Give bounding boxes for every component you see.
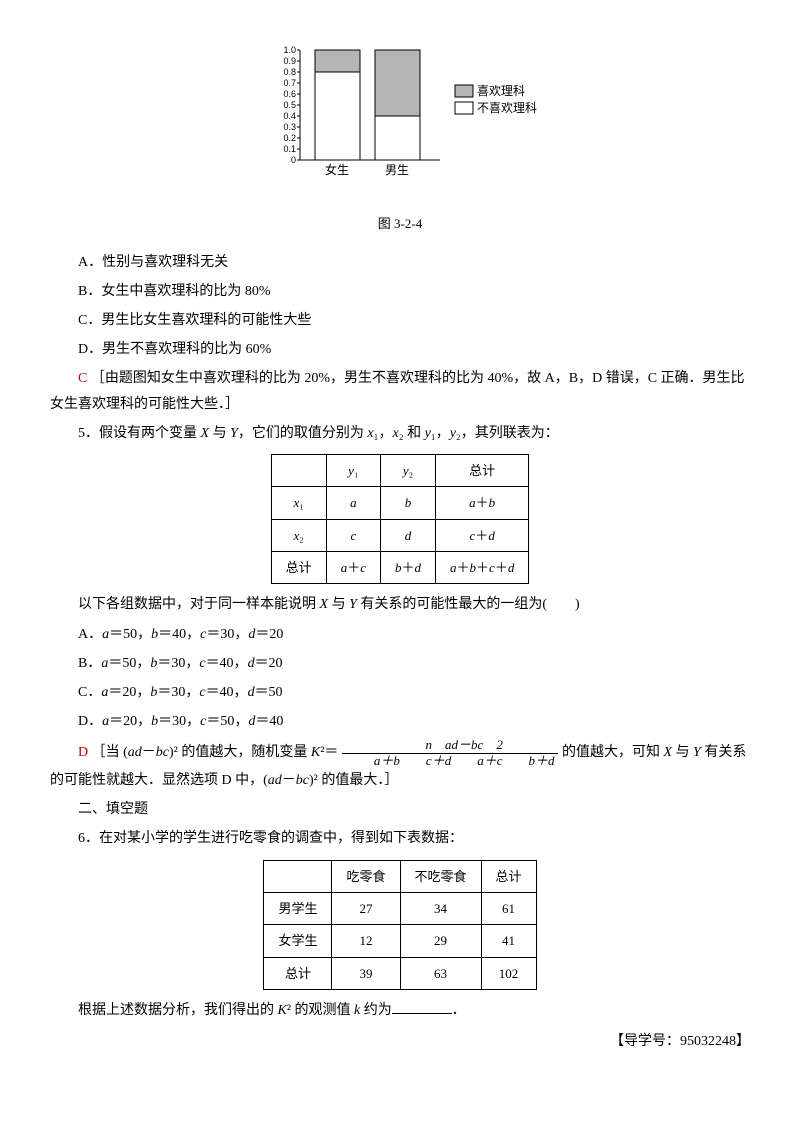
q4-options: A．性别与喜欢理科无关 B．女生中喜欢理科的比为 80% C．男生比女生喜欢理科… bbox=[50, 250, 750, 363]
svg-text:0: 0 bbox=[291, 155, 296, 165]
legend-like: 喜欢理科 bbox=[477, 83, 525, 98]
q6-th-3: 总计 bbox=[481, 860, 536, 892]
q5-r2c2: d bbox=[380, 519, 435, 551]
svg-text:0.9: 0.9 bbox=[283, 56, 296, 66]
q4-opt-b: B．女生中喜欢理科的比为 80% bbox=[50, 279, 750, 304]
q5-formula-den: a＋b c＋d a＋c b＋d bbox=[342, 754, 559, 768]
q5-stem: 5．假设有两个变量 X 与 Y，它们的取值分别为 x₁，x₂ 和 y₁，y₂，其… bbox=[50, 421, 750, 446]
q6-r3c2: 63 bbox=[400, 957, 481, 989]
q6-stem: 6．在对某小学的学生进行吃零食的调查中，得到如下表数据： bbox=[50, 826, 750, 851]
q6-r1c3: 61 bbox=[481, 892, 536, 924]
q5-opt-b: B．a＝50，b＝30，c＝40，d＝20 bbox=[50, 651, 750, 676]
q6-r1c1: 27 bbox=[332, 892, 400, 924]
q6-r2c0: 女学生 bbox=[264, 925, 332, 957]
q6-r2c3: 41 bbox=[481, 925, 536, 957]
legend-notlike: 不喜欢理科 bbox=[477, 100, 537, 115]
q5-r1c2: b bbox=[380, 487, 435, 519]
stacked-bar-chart: 0 0.1 0.2 0.3 0.4 0.5 0.6 0.7 0.8 0.9 1.… bbox=[260, 40, 540, 190]
svg-text:0.3: 0.3 bbox=[283, 122, 296, 132]
q5-th-3: 总计 bbox=[436, 454, 529, 486]
x-label-2: 男生 bbox=[385, 163, 409, 177]
q5-formula: n ad－bc 2 a＋b c＋d a＋c b＋d bbox=[342, 738, 559, 768]
chart-caption: 图 3-2-4 bbox=[50, 212, 750, 235]
blank-underline bbox=[392, 999, 452, 1014]
q5-explain: D ［当 (ad－bc)² 的值越大，随机变量 K²＝ n ad－bc 2 a＋… bbox=[50, 738, 750, 793]
chart-figure: 0 0.1 0.2 0.3 0.4 0.5 0.6 0.7 0.8 0.9 1.… bbox=[50, 40, 750, 199]
q5-opt-a: A．a＝50，b＝40，c＝30，d＝20 bbox=[50, 622, 750, 647]
q5-r1c3: a＋b bbox=[436, 487, 529, 519]
q5-r3c0: 总计 bbox=[271, 552, 326, 584]
svg-text:0.2: 0.2 bbox=[283, 133, 296, 143]
q5-answer-letter: D bbox=[78, 745, 88, 760]
q4-opt-d: D．男生不喜欢理科的比为 60% bbox=[50, 337, 750, 362]
q6-tail: 根据上述数据分析，我们得出的 K² 的观测值 k 约为 ． bbox=[50, 998, 750, 1023]
q6-r2c2: 29 bbox=[400, 925, 481, 957]
svg-text:1.0: 1.0 bbox=[283, 45, 296, 55]
q5-explain-pre: ［当 (ad－bc)² 的值越大，随机变量 K²＝ bbox=[92, 745, 339, 760]
svg-text:0.7: 0.7 bbox=[283, 78, 296, 88]
x-label-1: 女生 bbox=[325, 162, 349, 177]
q5-r2c1: c bbox=[326, 519, 380, 551]
svg-text:0.1: 0.1 bbox=[283, 144, 296, 154]
q4-explain: C ［由题图知女生中喜欢理科的比为 20%，男生不喜欢理科的比为 40%，故 A… bbox=[50, 366, 750, 416]
q6-r3c3: 102 bbox=[481, 957, 536, 989]
svg-text:0.6: 0.6 bbox=[283, 89, 296, 99]
q5-mid: 以下各组数据中，对于同一样本能说明 X 与 Y 有关系的可能性最大的一组为( ) bbox=[50, 592, 750, 617]
q6-th-1: 吃零食 bbox=[332, 860, 400, 892]
svg-text:0.8: 0.8 bbox=[283, 67, 296, 77]
q5-formula-num: n ad－bc 2 bbox=[342, 738, 559, 753]
q6-tail-pre: 根据上述数据分析，我们得出的 K² 的观测值 k 约为 bbox=[78, 1003, 392, 1018]
q5-r1c1: a bbox=[326, 487, 380, 519]
q6-r1c0: 男学生 bbox=[264, 892, 332, 924]
q5-opt-d: D．a＝20，b＝30，c＝50，d＝40 bbox=[50, 709, 750, 734]
q5-r2c3: c＋d bbox=[436, 519, 529, 551]
q4-opt-a: A．性别与喜欢理科无关 bbox=[50, 250, 750, 275]
q6-ref: 【导学号：95032248】 bbox=[50, 1029, 750, 1054]
q5-r1c0: x₁ bbox=[271, 487, 326, 519]
q5-r3c1: a＋c bbox=[326, 552, 380, 584]
q6-r3c0: 总计 bbox=[264, 957, 332, 989]
q4-explain-text: ［由题图知女生中喜欢理科的比为 20%，男生不喜欢理科的比为 40%，故 A，B… bbox=[50, 371, 745, 411]
q5-opt-c: C．a＝20，b＝30，c＝40，d＝50 bbox=[50, 680, 750, 705]
q5-r3c2: b＋d bbox=[380, 552, 435, 584]
q4-opt-c: C．男生比女生喜欢理科的可能性大些 bbox=[50, 308, 750, 333]
section-2-title: 二、填空题 bbox=[50, 797, 750, 822]
q5-th-1: y₁ bbox=[326, 454, 380, 486]
q6-th-0 bbox=[264, 860, 332, 892]
q5-options: A．a＝50，b＝40，c＝30，d＝20 B．a＝50，b＝30，c＝40，d… bbox=[50, 622, 750, 735]
q5-th-2: y₂ bbox=[380, 454, 435, 486]
q6-table: 吃零食 不吃零食 总计 男学生 27 34 61 女学生 12 29 41 总计… bbox=[263, 860, 536, 991]
q5-r2c0: x₂ bbox=[271, 519, 326, 551]
q6-r1c2: 34 bbox=[400, 892, 481, 924]
q5-th-0 bbox=[271, 454, 326, 486]
q5-table: y₁ y₂ 总计 x₁ a b a＋b x₂ c d c＋d 总计 a＋c b＋… bbox=[271, 454, 530, 585]
svg-text:0.5: 0.5 bbox=[283, 100, 296, 110]
q6-tail-post: ． bbox=[452, 1003, 466, 1018]
q5-r3c3: a＋b＋c＋d bbox=[436, 552, 529, 584]
svg-text:0.4: 0.4 bbox=[283, 111, 296, 121]
q6-th-2: 不吃零食 bbox=[400, 860, 481, 892]
q6-r3c1: 39 bbox=[332, 957, 400, 989]
q4-answer-letter: C bbox=[78, 371, 87, 386]
q6-r2c1: 12 bbox=[332, 925, 400, 957]
